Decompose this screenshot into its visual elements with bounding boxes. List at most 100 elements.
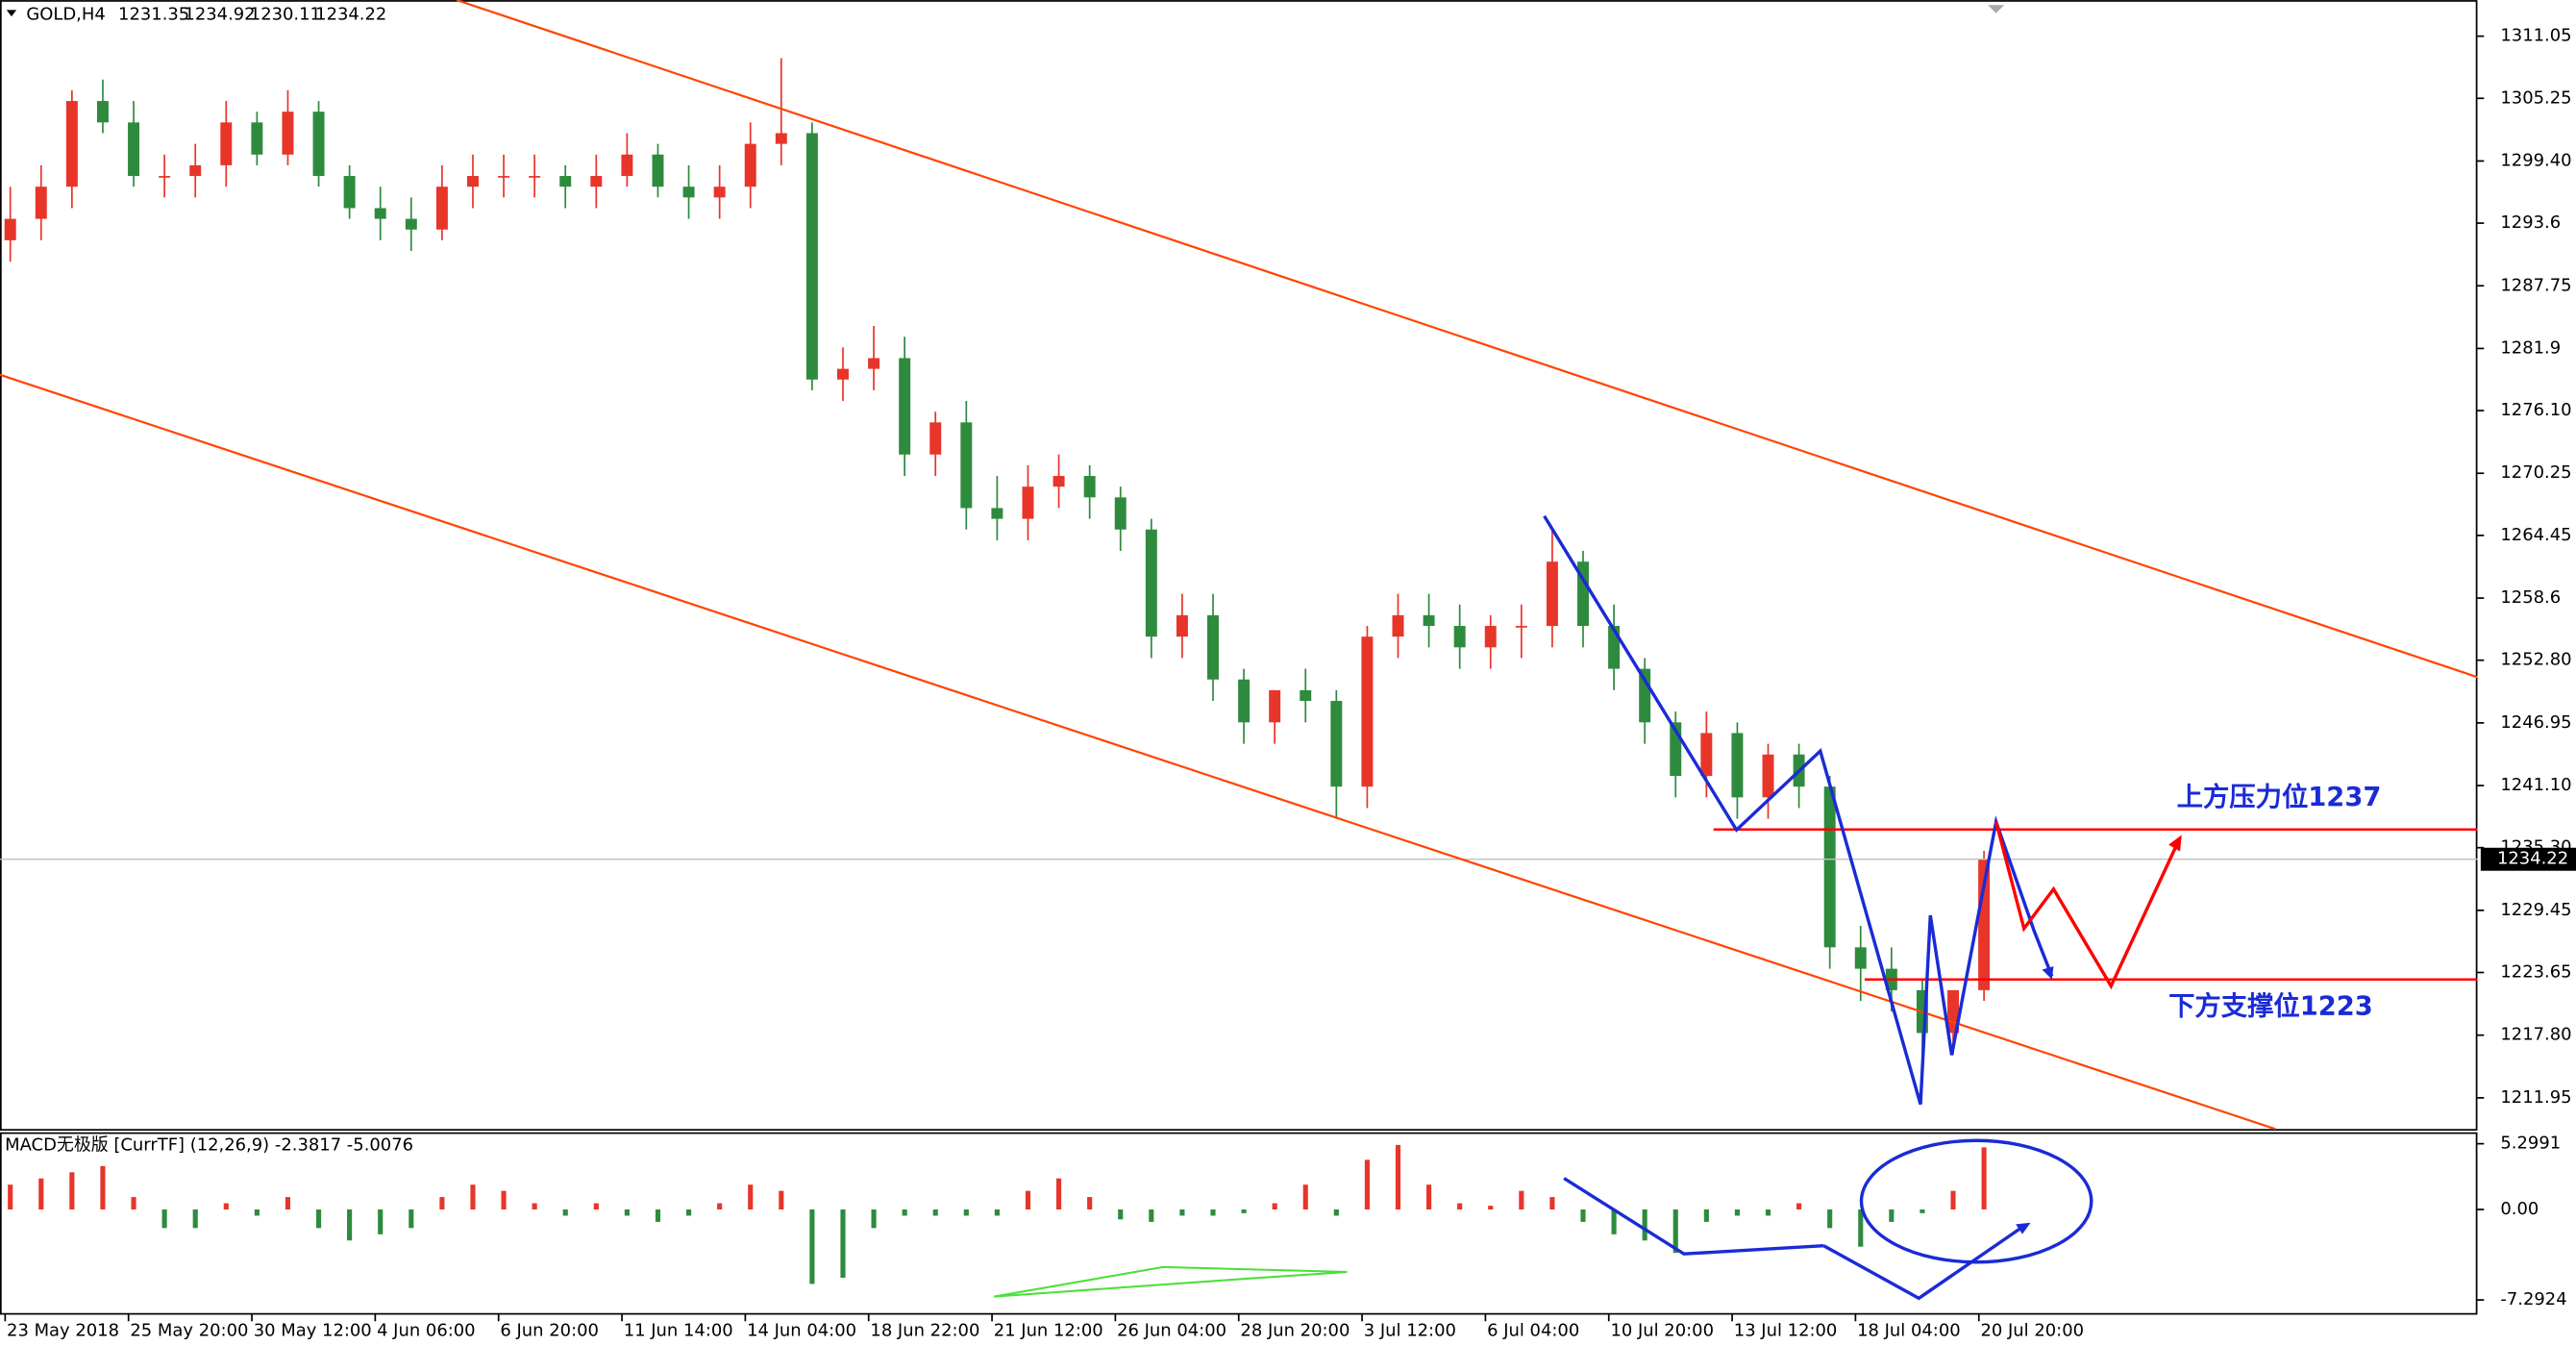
- x-tick-label: 13 Jul 12:00: [1734, 1321, 1838, 1341]
- wave-path: [1543, 514, 2054, 1106]
- candle-body: [1238, 679, 1251, 723]
- macd-title: MACD无极版 [CurrTF] (12,26,9) -2.3817 -5.00…: [5, 1134, 413, 1155]
- y-tick-label: 1223.65: [2500, 962, 2571, 983]
- macd-bar: [1703, 1209, 1709, 1222]
- candle-body: [960, 422, 973, 509]
- candle-body: [312, 112, 325, 177]
- macd-bar: [685, 1209, 692, 1216]
- channel-lower: [0, 373, 2276, 1131]
- macd-bar: [1920, 1209, 1925, 1213]
- candle-body: [1300, 689, 1312, 702]
- macd-frame: [0, 1132, 2478, 1315]
- candle-body: [1145, 529, 1157, 637]
- macd-bar: [809, 1209, 815, 1284]
- candle-body: [1392, 614, 1404, 637]
- candle-body: [128, 122, 140, 177]
- last-price-box: [2480, 847, 2576, 871]
- candle-body: [1423, 614, 1435, 627]
- candle-body: [590, 176, 603, 187]
- macd-bar: [161, 1209, 167, 1229]
- candle-body: [189, 164, 202, 177]
- channel-upper: [456, 0, 2478, 679]
- macd-bar: [1580, 1209, 1586, 1222]
- macd-tick-label: 5.2991: [2500, 1134, 2561, 1154]
- level-label: 上方压力位1237: [2177, 782, 2382, 812]
- last-price-label: 1234.22: [2497, 849, 2568, 869]
- candle-body: [744, 143, 756, 187]
- macd-bar: [38, 1178, 44, 1209]
- macd-bar: [779, 1190, 784, 1209]
- candle-body: [1114, 497, 1127, 530]
- macd-bar: [562, 1209, 568, 1216]
- candle-body: [1700, 733, 1713, 777]
- candle-body: [1762, 754, 1774, 798]
- macd-bar: [470, 1184, 476, 1209]
- candle-body: [1484, 626, 1497, 648]
- macd-bar: [439, 1197, 445, 1209]
- y-tick-label: 1281.9: [2500, 337, 2561, 358]
- macd-bar: [1611, 1209, 1617, 1234]
- candle-body: [836, 368, 849, 380]
- candle-body: [1330, 701, 1343, 787]
- candle-body: [559, 176, 572, 187]
- macd-bar: [409, 1209, 414, 1229]
- macd-bar: [717, 1203, 723, 1209]
- candle-body: [1515, 626, 1527, 628]
- macd-bar: [1796, 1203, 1802, 1209]
- macd-bar: [1858, 1209, 1864, 1247]
- macd-bar: [532, 1203, 537, 1209]
- candle-body: [35, 187, 47, 219]
- macd-bar: [1056, 1178, 1062, 1209]
- candle-body: [4, 218, 16, 240]
- y-tick-label: 1270.25: [2500, 462, 2571, 483]
- macd-bar: [655, 1209, 661, 1222]
- macd-bar: [501, 1190, 507, 1209]
- ohlc-open: 1231.35: [118, 4, 189, 24]
- macd-bar: [1210, 1209, 1216, 1216]
- macd-tick-label: -7.2924: [2500, 1289, 2566, 1309]
- y-tick-label: 1241.10: [2500, 775, 2571, 795]
- macd-bar: [254, 1209, 260, 1216]
- macd-trend: [1822, 1224, 2025, 1301]
- macd-bar: [593, 1203, 599, 1209]
- ohlc-low: 1230.11: [250, 4, 321, 24]
- macd-bar: [871, 1209, 877, 1229]
- candle-body: [220, 122, 233, 165]
- candle-body: [1854, 947, 1867, 969]
- macd-bar: [748, 1184, 754, 1209]
- candle-body: [682, 187, 695, 198]
- highlight-ellipse: [1859, 1138, 2093, 1264]
- candle-body: [498, 176, 510, 178]
- macd-bar: [1272, 1203, 1277, 1209]
- main-frame: [0, 0, 2478, 1132]
- candle-body: [929, 422, 942, 455]
- divergence-line: [993, 1265, 1348, 1298]
- x-tick-label: 3 Jul 12:00: [1364, 1321, 1456, 1341]
- y-tick-label: 1211.95: [2500, 1087, 2571, 1108]
- candle-body: [621, 154, 633, 177]
- macd-bar: [131, 1197, 136, 1209]
- x-tick-label: 10 Jul 20:00: [1610, 1321, 1714, 1341]
- candle-body: [1577, 561, 1589, 627]
- drawings: [0, 0, 2478, 1301]
- candle-body: [282, 112, 294, 155]
- candle-body: [775, 133, 787, 144]
- macd-bar: [1118, 1209, 1124, 1220]
- candle-body: [713, 187, 726, 198]
- y-tick-label: 1311.05: [2500, 26, 2571, 46]
- macd-bar: [624, 1209, 630, 1216]
- candle-body: [1947, 989, 1959, 1034]
- x-tick-label: 14 Jun 04:00: [747, 1321, 856, 1341]
- candle-body: [1608, 626, 1621, 669]
- macd-bar: [1364, 1159, 1370, 1209]
- x-tick-label: 21 Jun 12:00: [994, 1321, 1103, 1341]
- candle-body: [1731, 733, 1744, 798]
- macd-bar: [840, 1209, 846, 1278]
- macd-trend: [1563, 1177, 1824, 1256]
- candle-body: [868, 358, 880, 369]
- divergence-line: [993, 1270, 1348, 1298]
- macd-bar: [1087, 1197, 1093, 1209]
- arrow-head: [2016, 1222, 2031, 1234]
- macd-bar: [1025, 1190, 1031, 1209]
